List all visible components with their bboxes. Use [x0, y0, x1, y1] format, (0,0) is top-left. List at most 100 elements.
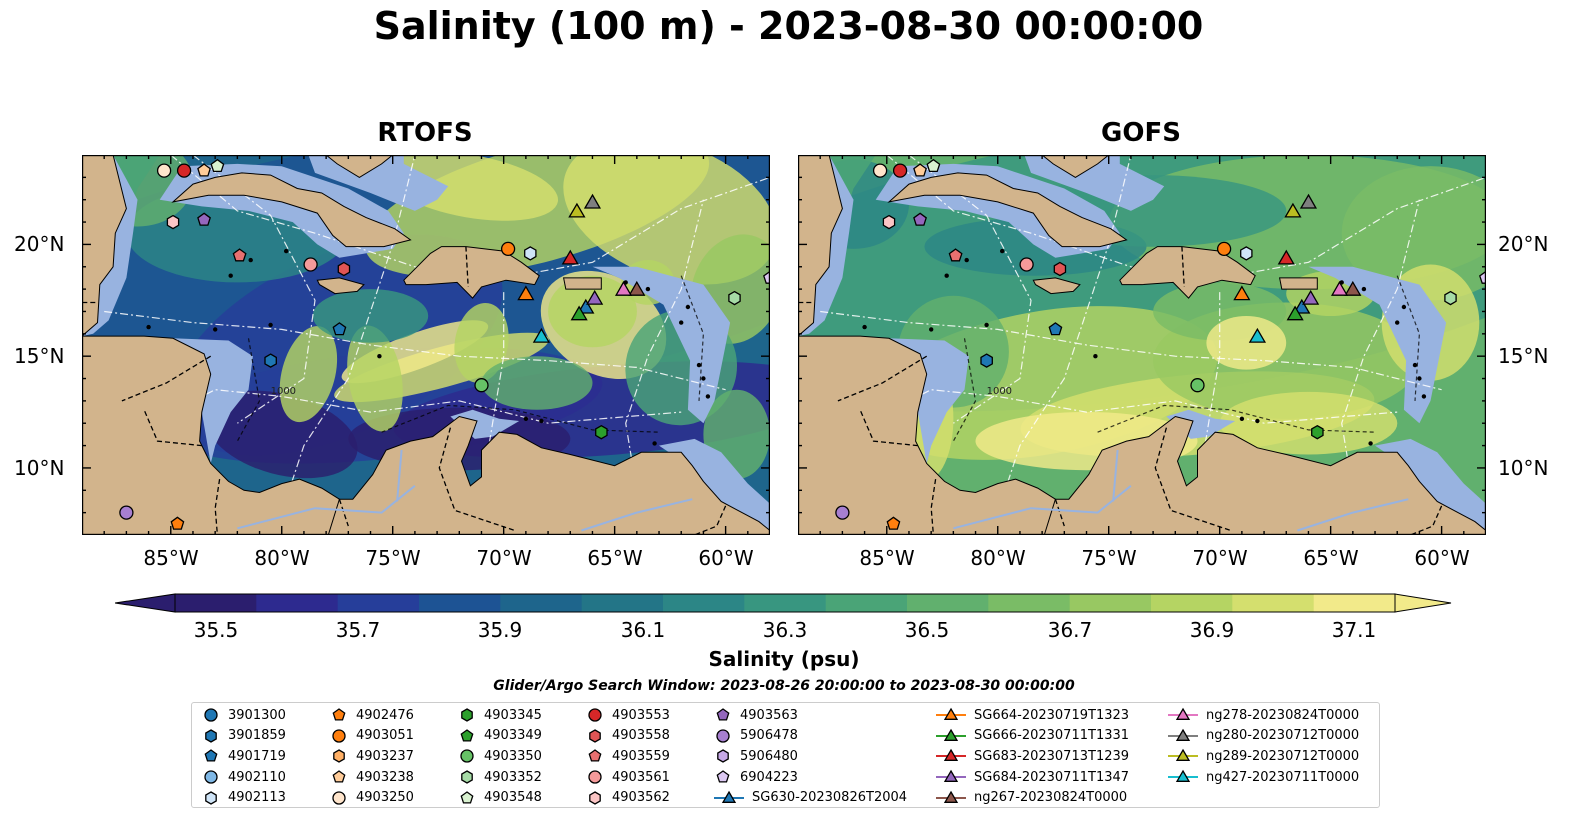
legend-label: 4903250 — [356, 790, 414, 806]
legend-marker — [936, 790, 966, 803]
colorbar-tick-label: 36.7 — [1047, 618, 1093, 642]
argo-float-5906478 — [835, 505, 850, 520]
eez-boundary — [170, 155, 770, 279]
colorbar-tick-label: 36.3 — [762, 618, 808, 642]
colorbar-segment — [337, 594, 420, 612]
legend-label: 5906478 — [740, 728, 798, 744]
small-island — [539, 418, 544, 424]
colorbar-segment — [1069, 594, 1152, 612]
legend-label: SG630-20230826T2004 — [752, 790, 908, 806]
colorbar-tick-label: 37.1 — [1331, 618, 1377, 642]
legend-symbol — [716, 708, 730, 721]
colorbar-tick-label: 36.5 — [904, 618, 950, 642]
legend-argo-4901719: 4901719 — [202, 746, 286, 766]
island — [562, 277, 602, 290]
shelf-area — [308, 155, 449, 211]
legend-marker — [332, 729, 346, 743]
legend-symbol — [333, 749, 345, 764]
legend-marker — [589, 728, 601, 743]
legend-label: 5906480 — [740, 748, 798, 764]
colorbar-label: Salinity (psu) — [708, 647, 860, 671]
legend-marker — [936, 749, 966, 762]
legend-argo-4902110: 4902110 — [202, 767, 286, 787]
legend: 3901300 3901859 4901719 4902110 4902113 49024… — [191, 702, 1380, 808]
legend-marker — [716, 708, 730, 721]
salinity-patch — [205, 390, 358, 479]
legend-symbol — [332, 770, 346, 783]
legend-marker — [204, 708, 218, 722]
depth-contour — [952, 338, 977, 442]
salinity-patch — [347, 325, 403, 432]
small-island — [1401, 304, 1407, 310]
eez-boundary — [864, 389, 1398, 424]
legend-argo-4903563: 4903563 — [714, 705, 798, 725]
argo-float-4903051 — [1216, 241, 1232, 257]
legend-label: ng427-20230711T0000 — [1206, 769, 1360, 785]
glider-ng267-20230824T0000 — [1344, 280, 1362, 296]
small-island — [228, 273, 233, 278]
country-border — [1154, 427, 1232, 532]
legend-symbol — [1175, 707, 1191, 720]
small-island — [685, 304, 691, 310]
small-island — [248, 257, 253, 263]
colorbar-segment — [1232, 594, 1315, 612]
lat-tick-label-left: 10°N — [14, 456, 65, 480]
legend-label: ng278-20230824T0000 — [1206, 707, 1360, 723]
argo-float-4903345 — [595, 424, 608, 440]
lon-tick-label-rtofs: 60°W — [698, 546, 754, 570]
colorbar-segment — [907, 594, 989, 612]
island — [887, 172, 1128, 248]
colorbar-segment — [175, 594, 257, 612]
lon-tick-label-gofs: 60°W — [1414, 546, 1470, 570]
legend-argo-4903051: 4903051 — [330, 726, 414, 746]
lon-tick-label-gofs: 85°W — [859, 546, 915, 570]
salinity-patch — [312, 289, 429, 343]
legend-label: 4903345 — [484, 707, 542, 723]
glider-SG664-20230719T1323 — [517, 285, 535, 301]
land-mass — [798, 155, 843, 337]
legend-label: 4903563 — [740, 707, 798, 723]
country-border — [143, 409, 202, 447]
colorbar-tick-label: 36.9 — [1189, 618, 1235, 642]
argo-float-4903559 — [232, 248, 247, 262]
glider-ng280-20230712T0000 — [583, 193, 602, 209]
argo-float-3901859 — [980, 353, 993, 368]
small-island — [984, 322, 989, 328]
colorbar-tick-label: 35.9 — [477, 618, 523, 642]
small-island — [523, 416, 529, 421]
argo-float-4903548 — [210, 158, 225, 173]
country-border — [214, 479, 221, 535]
colorbar-tick-label: 35.7 — [335, 618, 381, 642]
argo-float-4903250 — [872, 163, 888, 178]
colorbar-segment — [663, 594, 745, 612]
glider-SG684-20230711T1347 — [1302, 289, 1320, 305]
colorbar-segment — [744, 594, 827, 612]
legend-argo-4903238: 4903238 — [330, 767, 414, 787]
small-island — [1255, 418, 1260, 424]
legend-symbol — [588, 770, 602, 784]
argo-float-4903559 — [948, 248, 963, 262]
river — [1297, 498, 1409, 532]
argo-float-4903562 — [166, 214, 180, 230]
panel-title-gofs: GOFS — [1101, 118, 1181, 148]
island — [1041, 155, 1110, 178]
legend-label: 4903238 — [356, 769, 414, 785]
land-mass — [82, 155, 127, 337]
country-border — [930, 479, 937, 535]
legend-symbol — [204, 749, 218, 762]
depth-contour — [680, 275, 705, 401]
argo-float-4903558 — [1053, 261, 1067, 277]
legend-marker — [332, 791, 346, 805]
glider-SG684-20230711T1347 — [586, 289, 604, 305]
legend-label: 4903559 — [612, 748, 670, 764]
small-island — [964, 257, 969, 263]
small-island — [701, 376, 706, 381]
land-mass — [327, 415, 770, 535]
argo-float-4903553 — [176, 163, 192, 178]
glider-ng427-20230711T0000 — [532, 327, 551, 343]
country-border — [859, 409, 918, 447]
legend-label: 4903562 — [612, 790, 670, 806]
legend-argo-5906478: 5906478 — [714, 726, 798, 746]
small-island — [705, 394, 711, 399]
shelf-area — [889, 338, 969, 464]
